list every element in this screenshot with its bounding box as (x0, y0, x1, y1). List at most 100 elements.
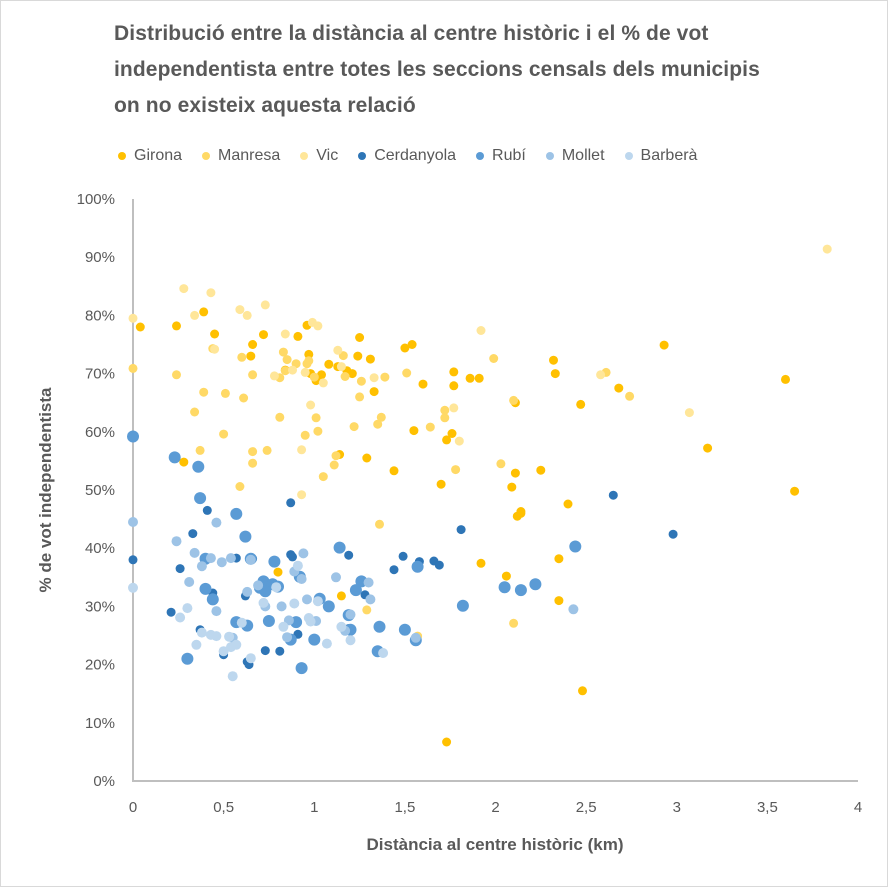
x-tick-label: 1 (310, 799, 318, 816)
data-point (297, 445, 307, 455)
data-point (365, 354, 375, 364)
data-point (235, 305, 245, 315)
data-point (347, 369, 357, 379)
data-point (199, 582, 212, 595)
legend-label: Barberà (640, 147, 698, 164)
data-point (171, 536, 182, 547)
data-point (286, 498, 296, 508)
data-point (313, 321, 323, 331)
data-point (344, 550, 354, 560)
legend-marker-icon (624, 152, 633, 160)
legend-item: Girona (118, 147, 182, 165)
data-point (231, 639, 242, 650)
data-point (280, 366, 290, 376)
chart-title-line-1: Distribució entre la distància al centre… (114, 22, 709, 45)
legend-label: Mollet (561, 147, 605, 164)
data-point (242, 310, 252, 320)
data-point (563, 499, 573, 509)
y-tick-label: 20% (85, 657, 115, 674)
data-point (271, 582, 282, 593)
data-point (199, 387, 209, 397)
data-point (206, 593, 219, 606)
data-point (245, 653, 256, 664)
data-point (336, 621, 347, 632)
data-point (668, 529, 678, 539)
data-point (172, 321, 181, 331)
data-point (449, 367, 459, 377)
data-point (304, 349, 314, 359)
data-point (293, 331, 303, 341)
data-point (275, 646, 285, 656)
data-point (218, 646, 229, 657)
legend-item: Barberà (624, 147, 698, 165)
data-point (259, 330, 268, 340)
data-point (242, 586, 253, 597)
data-point (398, 623, 411, 636)
chart-title-line-3: on no existeix aquesta relació (114, 94, 416, 117)
data-point (182, 603, 193, 614)
x-tick-label: 0 (129, 799, 137, 816)
data-point (362, 605, 372, 615)
data-point (175, 612, 186, 623)
data-point (199, 307, 209, 317)
series-mollet (128, 517, 579, 643)
data-point (822, 244, 832, 254)
data-point (345, 609, 356, 620)
data-point (369, 387, 379, 397)
data-point (376, 412, 386, 422)
data-point (260, 300, 270, 310)
data-point (569, 540, 582, 553)
data-point (190, 407, 200, 417)
data-point (206, 288, 216, 298)
x-tick-label: 3 (673, 799, 681, 816)
data-point (402, 368, 412, 378)
data-point (509, 618, 519, 628)
data-point (349, 422, 359, 432)
data-point (425, 422, 435, 432)
data-point (259, 585, 272, 598)
data-point (474, 373, 484, 383)
y-tick-label: 40% (85, 540, 115, 557)
data-point (300, 430, 310, 440)
data-point (188, 529, 198, 539)
legend-item: Manresa (202, 147, 280, 165)
data-point (454, 436, 464, 446)
data-point (282, 632, 293, 643)
data-point (456, 599, 469, 612)
data-point (516, 507, 526, 516)
data-point (296, 574, 307, 584)
data-point (449, 403, 459, 413)
data-point (353, 351, 363, 361)
data-point (273, 567, 283, 577)
data-point (235, 482, 245, 491)
data-point (262, 445, 272, 455)
x-tick-label: 4 (854, 799, 862, 816)
data-point (318, 378, 328, 388)
data-point (295, 662, 308, 675)
data-point (192, 460, 205, 473)
data-point (476, 326, 486, 335)
data-point (205, 629, 216, 640)
data-point (282, 355, 292, 365)
data-point (321, 638, 332, 649)
legend-marker-icon (358, 152, 367, 160)
y-tick-label: 90% (85, 249, 115, 266)
data-point (554, 554, 564, 564)
legend-label: Girona (134, 147, 183, 164)
data-point (210, 329, 220, 339)
data-point (202, 505, 212, 515)
data-point (375, 519, 384, 529)
data-point (349, 584, 362, 597)
data-point (340, 372, 350, 381)
legend-item: Mollet (545, 147, 605, 165)
data-point (509, 395, 519, 405)
data-point (175, 564, 185, 574)
data-point (568, 604, 579, 615)
data-point (318, 472, 328, 482)
data-point (312, 596, 323, 607)
data-point (128, 582, 138, 593)
data-point (407, 340, 417, 349)
data-point (378, 648, 389, 658)
data-point (248, 340, 258, 349)
data-point (190, 310, 200, 320)
